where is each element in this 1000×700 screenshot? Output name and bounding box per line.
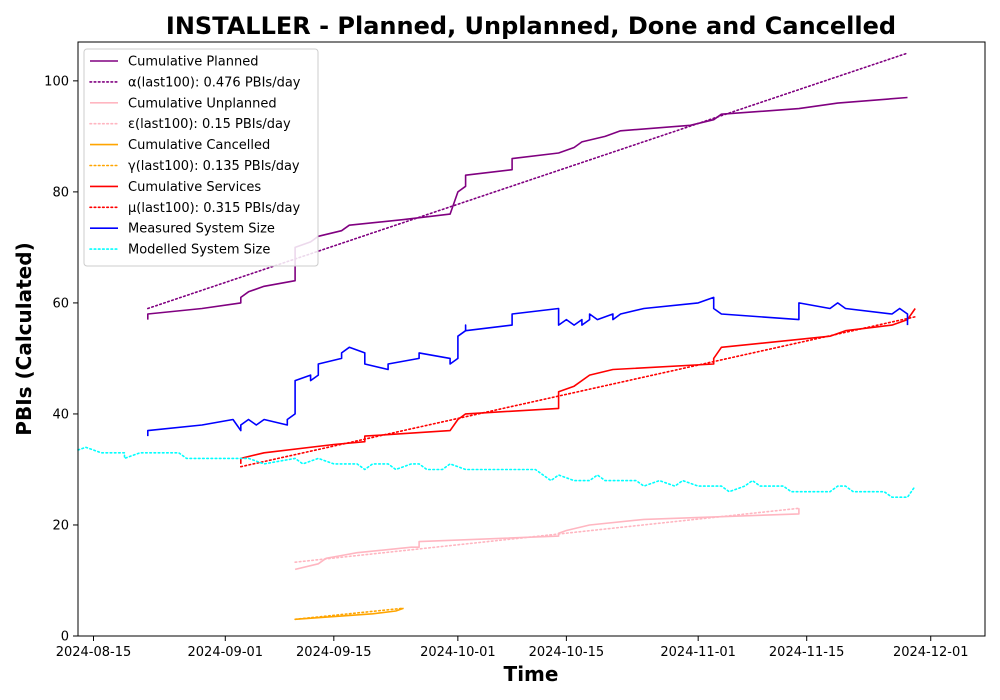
y-axis-label: PBIs (Calculated) [12, 242, 36, 435]
legend-label-cumulative-services: Cumulative Services [128, 180, 261, 195]
y-tick-label: 60 [52, 296, 69, 311]
x-tick-label: 2024-11-15 [769, 645, 845, 660]
y-tick-label: 80 [52, 185, 69, 200]
x-tick-label: 2024-09-01 [188, 645, 264, 660]
series-line-9 [148, 297, 908, 436]
series-line-10 [78, 447, 915, 497]
legend-label-last100-0-315-pbis-day: μ(last100): 0.315 PBIs/day [128, 201, 300, 216]
legend-label-last100-0-135-pbis-day: γ(last100): 0.135 PBIs/day [128, 159, 300, 174]
x-tick-label: 2024-11-01 [660, 645, 736, 660]
legend-label-cumulative-unplanned: Cumulative Unplanned [128, 96, 277, 111]
legend-label-last100-0-15-pbis-day: ε(last100): 0.15 PBIs/day [128, 117, 291, 132]
y-axis: 0 20 40 60 80 100 [44, 74, 78, 644]
x-tick-label: 2024-08-15 [56, 645, 132, 660]
y-tick-label: 100 [44, 74, 69, 89]
x-tick-label: 2024-10-15 [529, 645, 605, 660]
series-line-4 [295, 508, 799, 562]
y-tick-label: 20 [52, 518, 69, 533]
legend-label-cumulative-planned: Cumulative Planned [128, 55, 258, 70]
series-line-6 [295, 608, 404, 619]
x-axis-label: Time [504, 662, 559, 686]
x-tick-label: 2024-10-01 [420, 645, 496, 660]
legend-label-measured-system-size: Measured System Size [128, 222, 275, 237]
legend-label-cumulative-cancelled: Cumulative Cancelled [128, 138, 270, 153]
x-axis: 2024-08-15 2024-09-01 2024-09-15 2024-10-01… [56, 636, 969, 660]
series-line-7 [241, 309, 915, 464]
x-tick-label: 2024-09-15 [296, 645, 372, 660]
legend-label-modelled-system-size: Modelled System Size [128, 243, 270, 258]
legend: Cumulative Planned α(last100): 0.476 PBIs… [84, 49, 318, 266]
legend-label-last100-0-476-pbis-day: α(last100): 0.476 PBIs/day [128, 75, 301, 90]
y-tick-label: 40 [52, 407, 69, 422]
y-tick-label: 0 [61, 630, 69, 645]
x-tick-label: 2024-12-01 [893, 645, 969, 660]
chart-title: INSTALLER - Planned, Unplanned, Done and… [166, 12, 896, 40]
series-line-3 [295, 508, 799, 569]
